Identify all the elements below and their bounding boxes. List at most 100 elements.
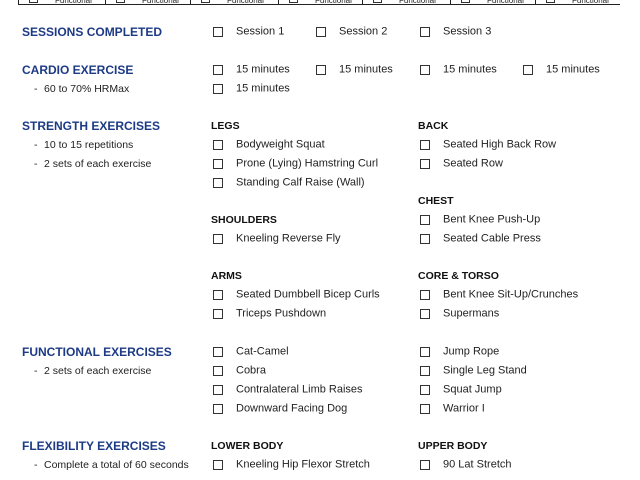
top-cell: Functional [105, 0, 191, 5]
label: Functional [487, 0, 524, 5]
top-cell: Functional [278, 0, 363, 5]
item-label: Cobra [236, 364, 266, 377]
item-label: Kneeling Hip Flexor Stretch [236, 458, 370, 471]
checkbox[interactable] [420, 234, 430, 244]
group-title: LEGS [211, 119, 240, 132]
checkbox[interactable] [29, 0, 38, 3]
note: Complete a total of 60 seconds [34, 460, 189, 471]
checkbox[interactable] [213, 84, 223, 94]
note: 10 to 15 repetitions [34, 140, 133, 151]
label: Functional [572, 0, 609, 5]
checkbox[interactable] [316, 65, 326, 75]
checkbox[interactable] [420, 460, 430, 470]
item-label: 90 Lat Stretch [443, 458, 512, 471]
checkbox[interactable] [213, 234, 223, 244]
item-label: Bent Knee Sit-Up/Crunches [443, 288, 579, 301]
section-heading: CARDIO EXERCISE [22, 63, 134, 77]
note: 2 sets of each exercise [34, 366, 151, 377]
checkbox[interactable] [213, 460, 223, 470]
top-cell: Functional [190, 0, 279, 5]
checkbox[interactable] [420, 215, 430, 225]
label: Functional [227, 0, 264, 5]
checkbox[interactable] [420, 309, 430, 319]
item-label: Standing Calf Raise (Wall) [236, 176, 365, 189]
item-label: Downward Facing Dog [236, 402, 348, 415]
checkbox[interactable] [420, 159, 430, 169]
item-label: Seated High Back Row [443, 138, 557, 151]
group-title: BACK [418, 119, 449, 132]
top-row: Functional Functional Functional Functional… [18, 0, 620, 5]
checkbox[interactable] [213, 385, 223, 395]
item-label: 15 minutes [236, 63, 290, 76]
group-title: ARMS [211, 269, 242, 282]
section-heading: FLEXIBILITY EXERCISES [22, 439, 166, 453]
checkbox[interactable] [116, 0, 125, 3]
checkbox[interactable] [201, 0, 210, 3]
item-label: Jump Rope [443, 345, 500, 358]
checkbox[interactable] [420, 347, 430, 357]
top-cell: Functional [362, 0, 451, 5]
checkbox[interactable] [373, 0, 382, 3]
section-heading: STRENGTH EXERCISES [22, 119, 161, 133]
item-label: 15 minutes [443, 63, 497, 76]
group-title: SHOULDERS [211, 213, 277, 226]
checkbox[interactable] [213, 347, 223, 357]
item-label: Session 3 [443, 25, 492, 38]
item-label: 15 minutes [236, 82, 290, 95]
checkbox[interactable] [213, 404, 223, 414]
item-label: Bent Knee Push-Up [443, 213, 541, 226]
checkbox[interactable] [316, 27, 326, 37]
item-label: Prone (Lying) Hamstring Curl [236, 157, 379, 170]
top-cell: Functional [535, 0, 621, 5]
item-label: Session 1 [236, 25, 285, 38]
item-label: Kneeling Reverse Fly [236, 232, 341, 245]
item-label: Squat Jump [443, 383, 502, 396]
checkbox[interactable] [289, 0, 298, 3]
top-cell: Functional [450, 0, 536, 5]
checkbox[interactable] [546, 0, 555, 3]
item-label: Session 2 [339, 25, 388, 38]
checkbox[interactable] [420, 366, 430, 376]
checkbox[interactable] [213, 290, 223, 300]
item-label: Single Leg Stand [443, 364, 527, 377]
checkbox[interactable] [420, 385, 430, 395]
checkbox[interactable] [213, 140, 223, 150]
label: Functional [315, 0, 352, 5]
top-cell: Functional [18, 0, 106, 5]
label: Functional [55, 0, 92, 5]
item-label: 15 minutes [546, 63, 600, 76]
label: Functional [142, 0, 179, 5]
item-label: Seated Row [443, 157, 503, 170]
item-label: Warrior I [443, 402, 485, 415]
group-title: CORE & TORSO [418, 269, 499, 282]
checkbox[interactable] [420, 65, 430, 75]
note: 60 to 70% HRMax [34, 84, 129, 95]
label: Functional [399, 0, 436, 5]
checkbox[interactable] [213, 309, 223, 319]
checkbox[interactable] [213, 366, 223, 376]
checkbox[interactable] [523, 65, 533, 75]
item-label: Contralateral Limb Raises [236, 383, 363, 396]
note: 2 sets of each exercise [34, 159, 151, 170]
checkbox[interactable] [420, 404, 430, 414]
checkbox[interactable] [213, 178, 223, 188]
checkbox[interactable] [213, 159, 223, 169]
group-title: CHEST [418, 194, 454, 207]
item-label: Seated Cable Press [443, 232, 541, 245]
checkbox[interactable] [420, 27, 430, 37]
item-label: Cat-Camel [236, 345, 289, 358]
checkbox[interactable] [213, 27, 223, 37]
checkbox[interactable] [461, 0, 470, 3]
checkbox[interactable] [420, 140, 430, 150]
item-label: 15 minutes [339, 63, 393, 76]
item-label: Triceps Pushdown [236, 307, 327, 320]
item-label: Bodyweight Squat [236, 138, 325, 151]
group-title: LOWER BODY [211, 439, 284, 452]
checkbox[interactable] [213, 65, 223, 75]
section-heading: SESSIONS COMPLETED [22, 25, 163, 39]
section-heading: FUNCTIONAL EXERCISES [22, 345, 172, 359]
group-title: UPPER BODY [418, 439, 488, 452]
item-label: Seated Dumbbell Bicep Curls [236, 288, 380, 301]
checkbox[interactable] [420, 290, 430, 300]
